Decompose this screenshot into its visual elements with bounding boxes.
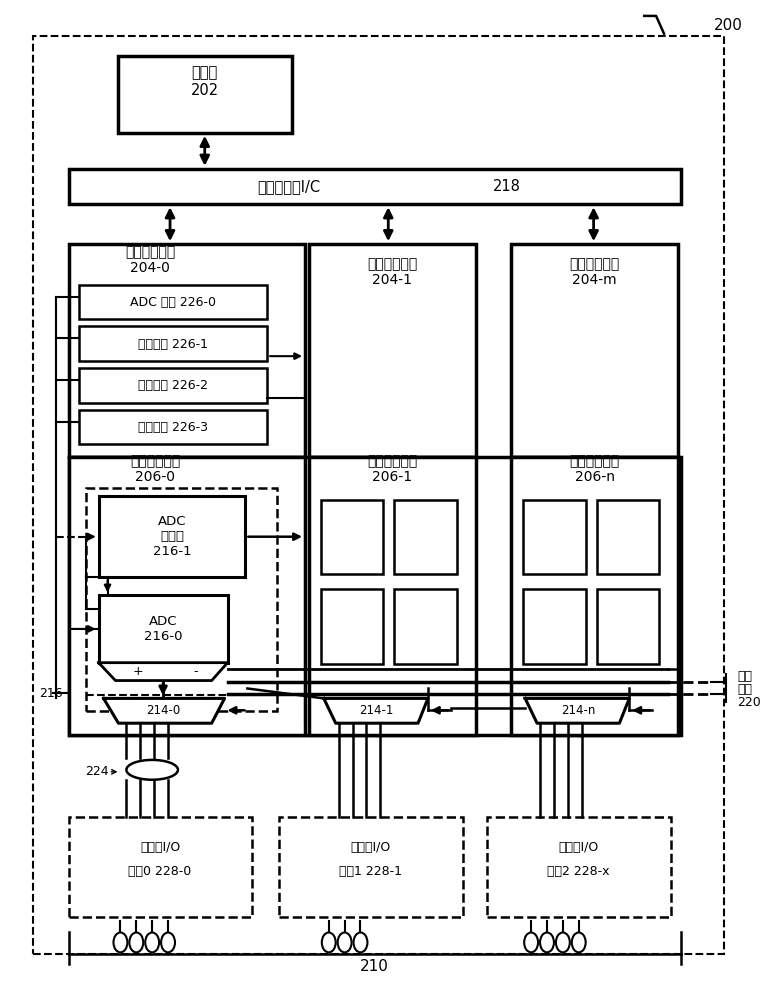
Polygon shape (103, 698, 224, 723)
Bar (597, 589, 659, 664)
Ellipse shape (322, 933, 336, 952)
Ellipse shape (556, 933, 570, 952)
Text: +: + (133, 665, 143, 678)
Text: 模拟: 模拟 (738, 670, 752, 683)
Text: 可编程I/O: 可编程I/O (350, 841, 391, 854)
Ellipse shape (129, 933, 143, 952)
Text: ADC
216-0: ADC 216-0 (144, 615, 182, 643)
Text: 210: 210 (360, 959, 389, 974)
Text: 模拟可编程块
206-n: 模拟可编程块 206-n (569, 454, 620, 484)
Bar (69, 457, 681, 735)
Bar (523, 500, 586, 574)
Ellipse shape (354, 933, 368, 952)
Ellipse shape (571, 933, 586, 952)
Bar (321, 589, 383, 664)
Text: 模拟可编程块
206-0: 模拟可编程块 206-0 (130, 454, 180, 484)
Bar (523, 589, 586, 664)
Text: 总线: 总线 (738, 683, 752, 696)
Bar (79, 368, 267, 403)
Text: 结果处理 226-2: 结果处理 226-2 (138, 379, 208, 392)
Text: 可编程I/O: 可编程I/O (140, 841, 180, 854)
Text: ADC
定序器
216-1: ADC 定序器 216-1 (152, 515, 192, 558)
Bar (511, 457, 678, 735)
Text: 220: 220 (738, 696, 761, 709)
Bar (119, 56, 292, 133)
Ellipse shape (126, 760, 178, 780)
Ellipse shape (540, 933, 554, 952)
Text: 模拟可编程块
206-1: 模拟可编程块 206-1 (367, 454, 417, 484)
Bar (511, 244, 678, 457)
Bar (79, 326, 267, 361)
Bar (99, 496, 245, 577)
Bar (321, 500, 383, 574)
Bar (69, 169, 681, 204)
Text: 数字可编程块
204-1: 数字可编程块 204-1 (367, 257, 417, 287)
Ellipse shape (146, 933, 159, 952)
Text: 端口控制 226-3: 端口控制 226-3 (138, 421, 208, 434)
Bar (309, 244, 476, 457)
Text: 224: 224 (85, 765, 109, 778)
Text: -: - (374, 731, 379, 745)
Text: 可编程I/O: 可编程I/O (558, 841, 599, 854)
Text: 216: 216 (39, 687, 63, 700)
Text: 数字可编程块
204-0: 数字可编程块 204-0 (125, 245, 175, 275)
Text: 端口2 228-x: 端口2 228-x (548, 865, 610, 878)
Bar (69, 457, 305, 735)
Text: 端口1 228-1: 端口1 228-1 (339, 865, 402, 878)
Polygon shape (324, 698, 428, 723)
Bar (394, 500, 457, 574)
Bar (79, 410, 267, 444)
Text: 采样控制 226-1: 采样控制 226-1 (138, 338, 208, 351)
Bar (309, 457, 476, 735)
Text: 214-n: 214-n (561, 704, 596, 717)
Ellipse shape (113, 933, 127, 952)
Bar (597, 500, 659, 574)
Polygon shape (525, 698, 630, 723)
Text: -: - (194, 665, 198, 678)
Text: ADC 配置 226-0: ADC 配置 226-0 (130, 296, 216, 309)
Text: 数字可编程块
204-m: 数字可编程块 204-m (569, 257, 620, 287)
Text: 214-1: 214-1 (359, 704, 394, 717)
Bar (69, 244, 305, 457)
Bar (394, 589, 457, 664)
Text: 214-0: 214-0 (146, 704, 180, 717)
Bar (279, 817, 463, 917)
Text: 可编程数字I/C: 可编程数字I/C (257, 179, 321, 194)
Bar (69, 817, 252, 917)
Ellipse shape (338, 933, 352, 952)
Bar (487, 817, 671, 917)
Polygon shape (99, 663, 228, 681)
Ellipse shape (524, 933, 538, 952)
Text: 端口0 228-0: 端口0 228-0 (129, 865, 192, 878)
Text: -: - (576, 731, 581, 745)
Text: 218: 218 (493, 179, 521, 194)
Bar (79, 285, 267, 319)
Text: 处理器
202: 处理器 202 (191, 65, 219, 98)
Text: 200: 200 (714, 18, 742, 33)
Ellipse shape (161, 933, 175, 952)
Bar (86, 488, 277, 711)
Bar (99, 595, 228, 663)
